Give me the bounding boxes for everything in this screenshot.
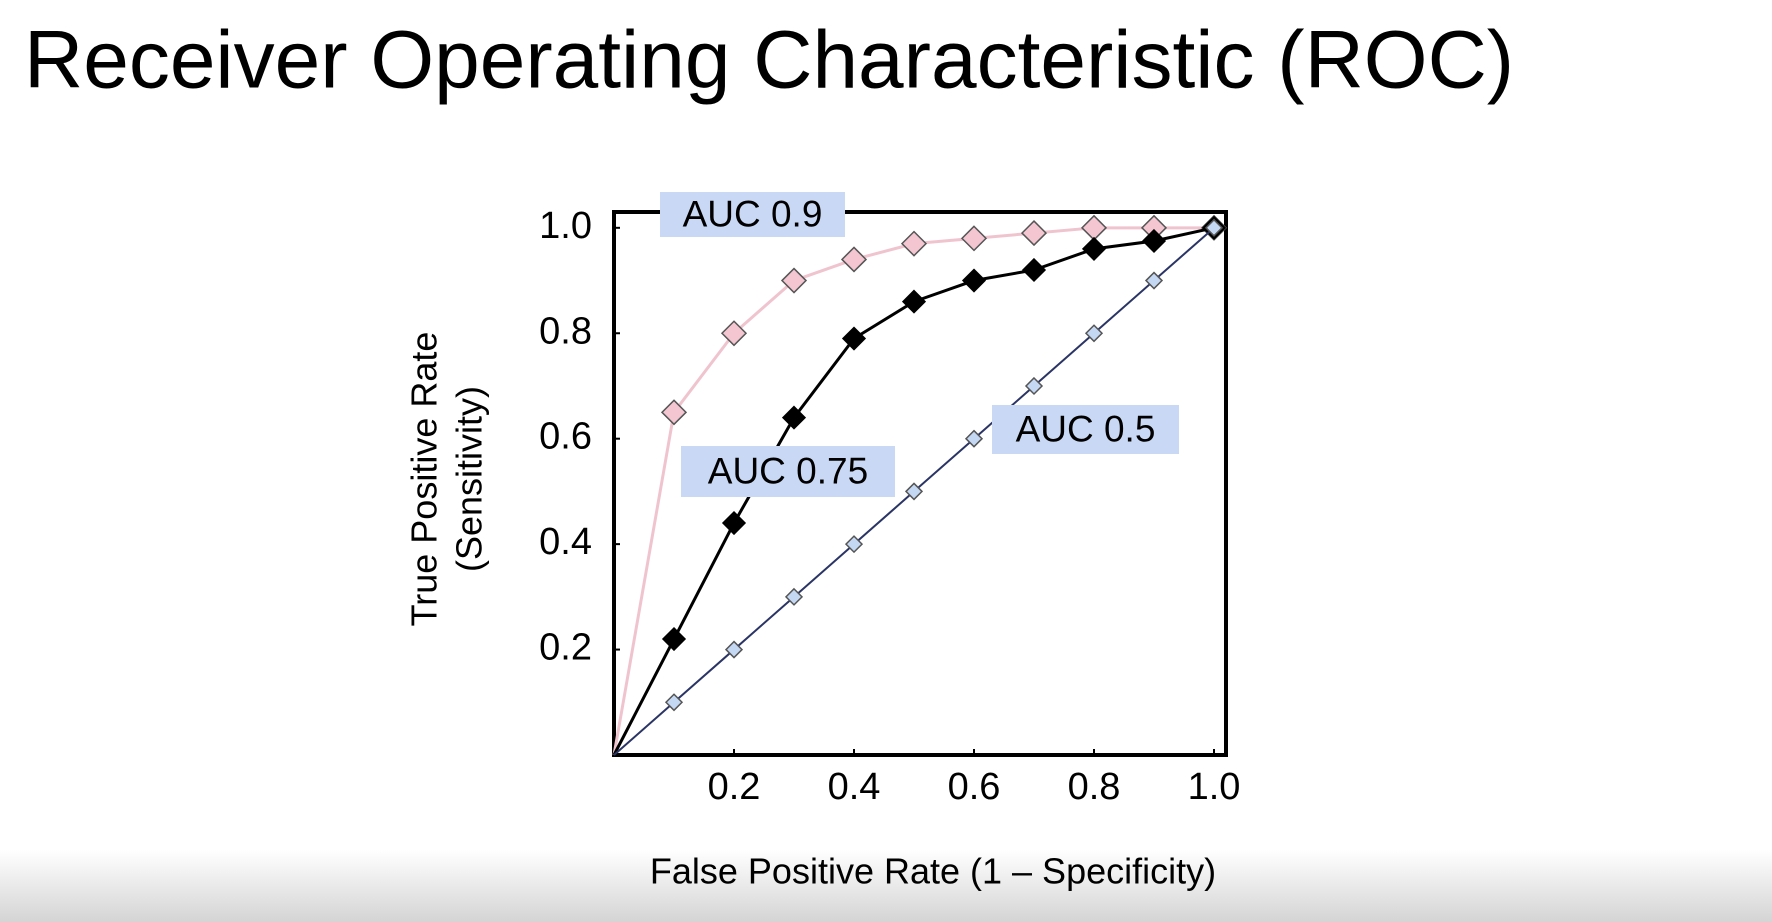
x-tick-label: 0.6 — [948, 766, 1001, 808]
marker — [840, 246, 868, 273]
marker — [724, 640, 744, 659]
plot-frame — [612, 210, 1228, 757]
annotation-box — [992, 405, 1179, 454]
y-tick-label: 0.6 — [539, 416, 592, 458]
marker — [780, 267, 808, 294]
marker — [1204, 218, 1224, 237]
marker — [901, 289, 927, 314]
annotation: AUC 0.9 — [683, 193, 823, 234]
marker — [661, 626, 687, 652]
x-tick-label: 0.2 — [708, 766, 761, 808]
marker — [1080, 214, 1108, 241]
marker — [961, 268, 987, 293]
annotation-box — [660, 192, 845, 237]
marker — [1021, 257, 1047, 283]
x-axis-label: False Positive Rate (1 – Specificity) — [650, 851, 1216, 892]
y-axis-label: True Positive Rate — [404, 332, 445, 627]
marker — [904, 482, 924, 501]
marker — [1144, 271, 1164, 290]
y-axis-label: (Sensitivity) — [449, 386, 490, 572]
marker — [960, 225, 988, 252]
bottom-shade — [0, 850, 1772, 922]
marker — [841, 326, 867, 351]
marker — [660, 399, 688, 426]
chart-title: Receiver Operating Characteristic (ROC) — [24, 15, 1514, 106]
y-tick-label: 0.4 — [539, 521, 592, 563]
marker — [1141, 228, 1167, 254]
marker — [720, 320, 748, 347]
marker — [781, 405, 807, 430]
marker — [1020, 220, 1048, 247]
marker — [664, 693, 684, 712]
marker — [1024, 376, 1044, 396]
marker — [844, 535, 864, 554]
marker — [721, 510, 747, 536]
x-tick-label: 0.4 — [828, 766, 881, 808]
annotation: AUC 0.5 — [1016, 408, 1156, 449]
y-tick-label: 0.8 — [539, 310, 592, 352]
x-tick-label: 0.8 — [1068, 766, 1121, 808]
annotation-box — [681, 446, 895, 497]
marker — [900, 230, 928, 257]
marker — [1084, 324, 1104, 343]
annotation: AUC 0.75 — [708, 450, 868, 491]
y-tick-label: 1.0 — [539, 205, 592, 247]
marker — [1081, 236, 1107, 261]
marker — [964, 429, 984, 448]
marker — [784, 587, 804, 606]
x-tick-label: 1.0 — [1188, 766, 1241, 808]
y-tick-label: 0.2 — [539, 627, 592, 669]
